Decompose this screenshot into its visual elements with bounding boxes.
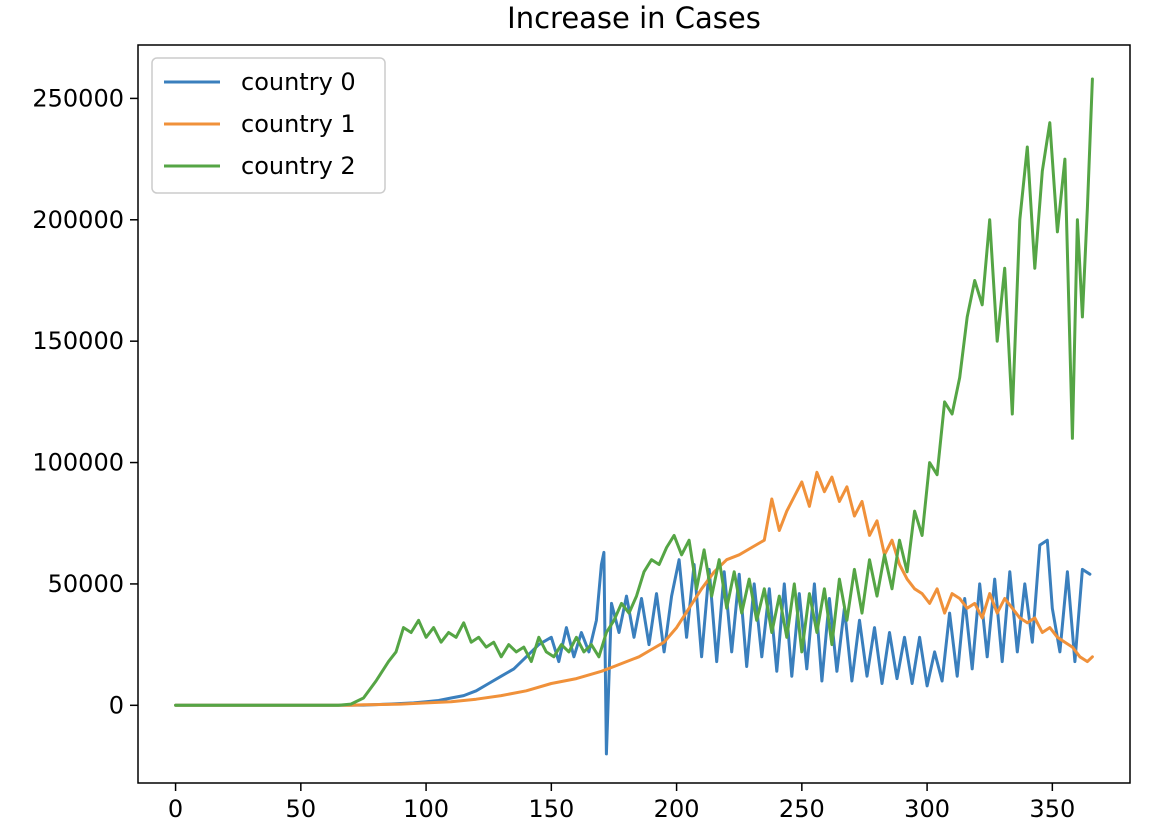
chart-title: Increase in Cases — [507, 1, 761, 35]
series-line-2 — [174, 77, 1094, 707]
plot-area — [137, 44, 1131, 784]
x-tick-label: 50 — [286, 795, 317, 823]
x-tick-label: 250 — [779, 795, 825, 823]
y-tick-label: 150000 — [32, 327, 124, 355]
x-tick-label: 100 — [403, 795, 449, 823]
series-layer — [174, 77, 1094, 756]
x-tick-label: 200 — [654, 795, 700, 823]
y-tick-label: 100000 — [32, 449, 124, 477]
y-tick-label: 50000 — [48, 570, 124, 598]
x-axis: 0 50 100 150 200 250 300 350 — [168, 783, 1075, 823]
x-tick-label: 150 — [528, 795, 574, 823]
y-tick-label: 200000 — [32, 206, 124, 234]
x-tick-label: 350 — [1029, 795, 1075, 823]
x-tick-label: 300 — [904, 795, 950, 823]
legend-label-1: country 1 — [241, 110, 356, 138]
x-tick-label: 0 — [168, 795, 183, 823]
y-tick-label: 0 — [109, 691, 124, 719]
series-line-1 — [174, 470, 1094, 707]
legend-box — [151, 57, 386, 194]
legend-label-0: country 0 — [241, 68, 356, 96]
legend-label-2: country 2 — [241, 152, 356, 180]
y-axis: 0 50000 100000 150000 200000 250000 — [32, 84, 138, 719]
y-tick-label: 250000 — [32, 84, 124, 112]
legend: country 0 country 1 country 2 — [151, 57, 386, 194]
